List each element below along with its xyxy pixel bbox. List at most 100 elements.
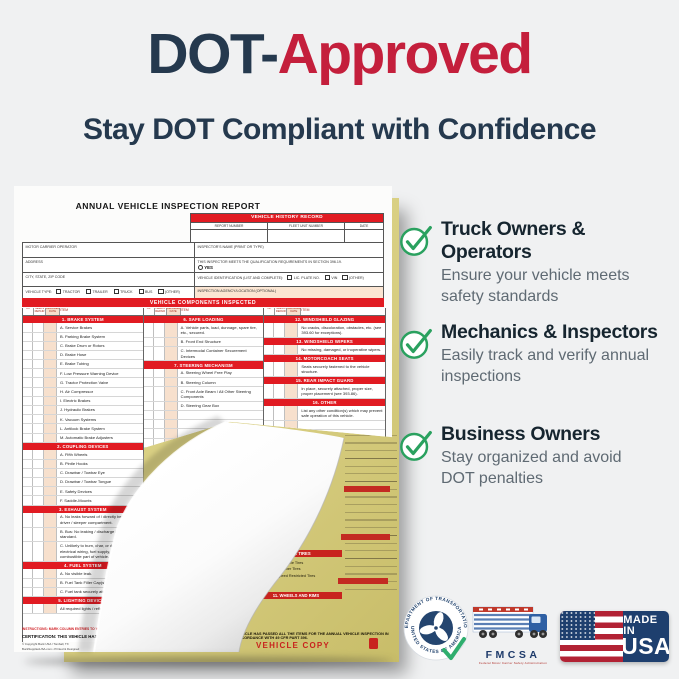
components-header-row: OK NEEDS REPAIR REPAIRED DATE ITEM	[23, 307, 143, 316]
vehicle-type-option: TRAILER	[86, 289, 108, 295]
check-cell	[33, 569, 44, 578]
component-item: B. Steering Column	[180, 379, 216, 385]
check-cell	[144, 387, 154, 401]
title-approved: Approved	[277, 22, 534, 86]
history-col-header: REPORT NUMBER	[191, 222, 268, 230]
field-agency: INSPECTION AGENCY/LOCATION (OPTIONAL)	[195, 287, 383, 300]
component-item: No cracks, discoloration, obstacles, etc…	[301, 324, 382, 336]
section-header-band: 1. BRAKE SYSTEM	[23, 315, 143, 324]
vehicle-type-option: TRACTOR	[56, 289, 80, 295]
vehicle-id-option: VIN	[324, 275, 338, 281]
component-item: D. Drawbar / Towbar Tongue	[60, 479, 112, 485]
check-cell	[164, 378, 178, 387]
field-city-state-zip: CITY, STATE, ZIP CODE	[23, 273, 195, 287]
usa-label: USA	[621, 633, 669, 660]
component-row: D. Brake Hose	[23, 350, 143, 361]
check-cell	[274, 384, 286, 398]
component-item: B. Pintle Hooks	[60, 460, 88, 466]
dot-seal-icon: DEPARTMENT OF TRANSPORTATION UNITED STAT…	[400, 592, 469, 661]
red-stamp-icon	[369, 638, 378, 649]
made-in-label: MADE IN	[623, 614, 658, 637]
component-row: List any other condition(s) which may pr…	[264, 406, 385, 421]
check-cell	[23, 406, 33, 415]
check-cell	[144, 429, 154, 438]
check-cell	[23, 468, 33, 477]
check-cell	[23, 323, 33, 332]
check-cell	[144, 378, 154, 387]
components-column: OK NEEDS REPAIR REPAIRED DATE ITEM 1. BRAKE …	[23, 307, 144, 642]
component-item: J. Hydraulic Brakes	[60, 407, 95, 413]
vehicle-id-option-label: LIC. PLATE NO.	[293, 275, 320, 280]
empty-row	[143, 411, 264, 421]
check-cell	[44, 396, 57, 406]
check-cell	[33, 433, 44, 442]
check-circle-icon	[400, 328, 432, 359]
section-header-band: 5. LIGHTING DEVICES	[23, 596, 143, 605]
component-item: D. Brake Hose	[60, 352, 87, 358]
component-row: I. Electric Brakes	[23, 396, 143, 407]
field-motor-carrier: MOTOR CARRIER OPERATOR	[23, 243, 195, 258]
yellow-red-band	[344, 486, 390, 492]
check-cell	[154, 411, 165, 420]
check-cell	[33, 541, 44, 561]
yellow-tires-items: A. Steer Axle Tires B. All Other Tires C…	[272, 561, 316, 578]
section-header-band: 14. MOTORCOACH SEATS	[264, 354, 385, 363]
check-cell	[274, 323, 286, 337]
component-item: All required lights / reflectors operabl…	[60, 605, 130, 611]
column-header-cell: ITEM	[180, 308, 189, 313]
benefit-desc: Stay organized and avoid DOT penalties	[441, 449, 622, 487]
vehicle-type-option: (OTHER)	[158, 289, 180, 295]
check-cell	[44, 527, 57, 541]
fmcsa-truck-icon	[472, 606, 547, 638]
check-cell	[44, 341, 57, 350]
field-inspector-name: INSPECTOR'S NAME (PRINT OR TYPE)	[195, 243, 383, 258]
check-cell	[33, 323, 44, 332]
field-qualification: THIS INSPECTOR MEETS THE QUALIFICATION R…	[195, 258, 383, 273]
component-row: B. Pintle Hooks	[23, 459, 143, 469]
check-cell	[23, 332, 33, 341]
check-cell	[44, 468, 57, 477]
check-cell	[44, 350, 57, 360]
check-cell	[44, 424, 57, 433]
check-cell	[164, 337, 178, 346]
check-cell	[33, 468, 44, 477]
component-item: A. No visible leak.	[60, 570, 93, 576]
check-cell	[23, 541, 33, 561]
check-cell	[33, 459, 44, 468]
fmcsa-sublabel: Federal Motor Carrier Safety Administrat…	[478, 661, 548, 665]
check-cell	[23, 350, 33, 360]
component-item: G. Tractor Protection Valve	[60, 379, 109, 385]
section-header-band: 13. WINDSHIELD WIPERS	[264, 337, 385, 346]
check-cell	[33, 496, 44, 505]
check-cell	[264, 406, 275, 420]
check-cell	[23, 487, 33, 496]
check-cell	[23, 569, 33, 578]
section-header-band: 12. WINDSHIELD GLAZING	[264, 315, 385, 324]
check-cell	[154, 429, 165, 438]
yellow-copy-label: VEHICLE COPY	[256, 641, 330, 650]
check-cell	[44, 569, 57, 578]
vehicle-id-option-label: VIN	[331, 275, 338, 280]
yellow-section-tires: 10. TIRES	[260, 550, 342, 558]
check-circle-icon	[400, 225, 432, 256]
check-cell	[164, 323, 178, 337]
vehicle-type-option-label: TRACTOR	[62, 289, 80, 294]
section-header-band: 7. STEERING MECHANISM	[143, 361, 264, 369]
yellow-red-band	[338, 578, 388, 584]
component-item: K. Vacuum Systems	[60, 416, 97, 422]
checkbox-icon	[138, 289, 144, 295]
check-cell	[23, 604, 33, 613]
yes-radio-icon	[197, 265, 203, 271]
component-row: B. Parking Brake System	[23, 332, 143, 342]
check-cell	[44, 450, 57, 459]
check-cell	[33, 369, 44, 378]
checkbox-icon	[158, 289, 164, 295]
column-header-cell: NEEDS REPAIR	[155, 307, 167, 315]
check-cell	[264, 384, 275, 398]
check-cell	[33, 477, 44, 487]
copyright-line-1: © Copyright Buck USA / Tomball, TX	[22, 642, 69, 646]
section-header-band: 6. SAFE LOADING	[143, 315, 264, 324]
field-vehicle-id: VEHICLE IDENTIFICATION (LIST AND COMPLET…	[195, 273, 383, 287]
check-cell	[264, 323, 275, 337]
